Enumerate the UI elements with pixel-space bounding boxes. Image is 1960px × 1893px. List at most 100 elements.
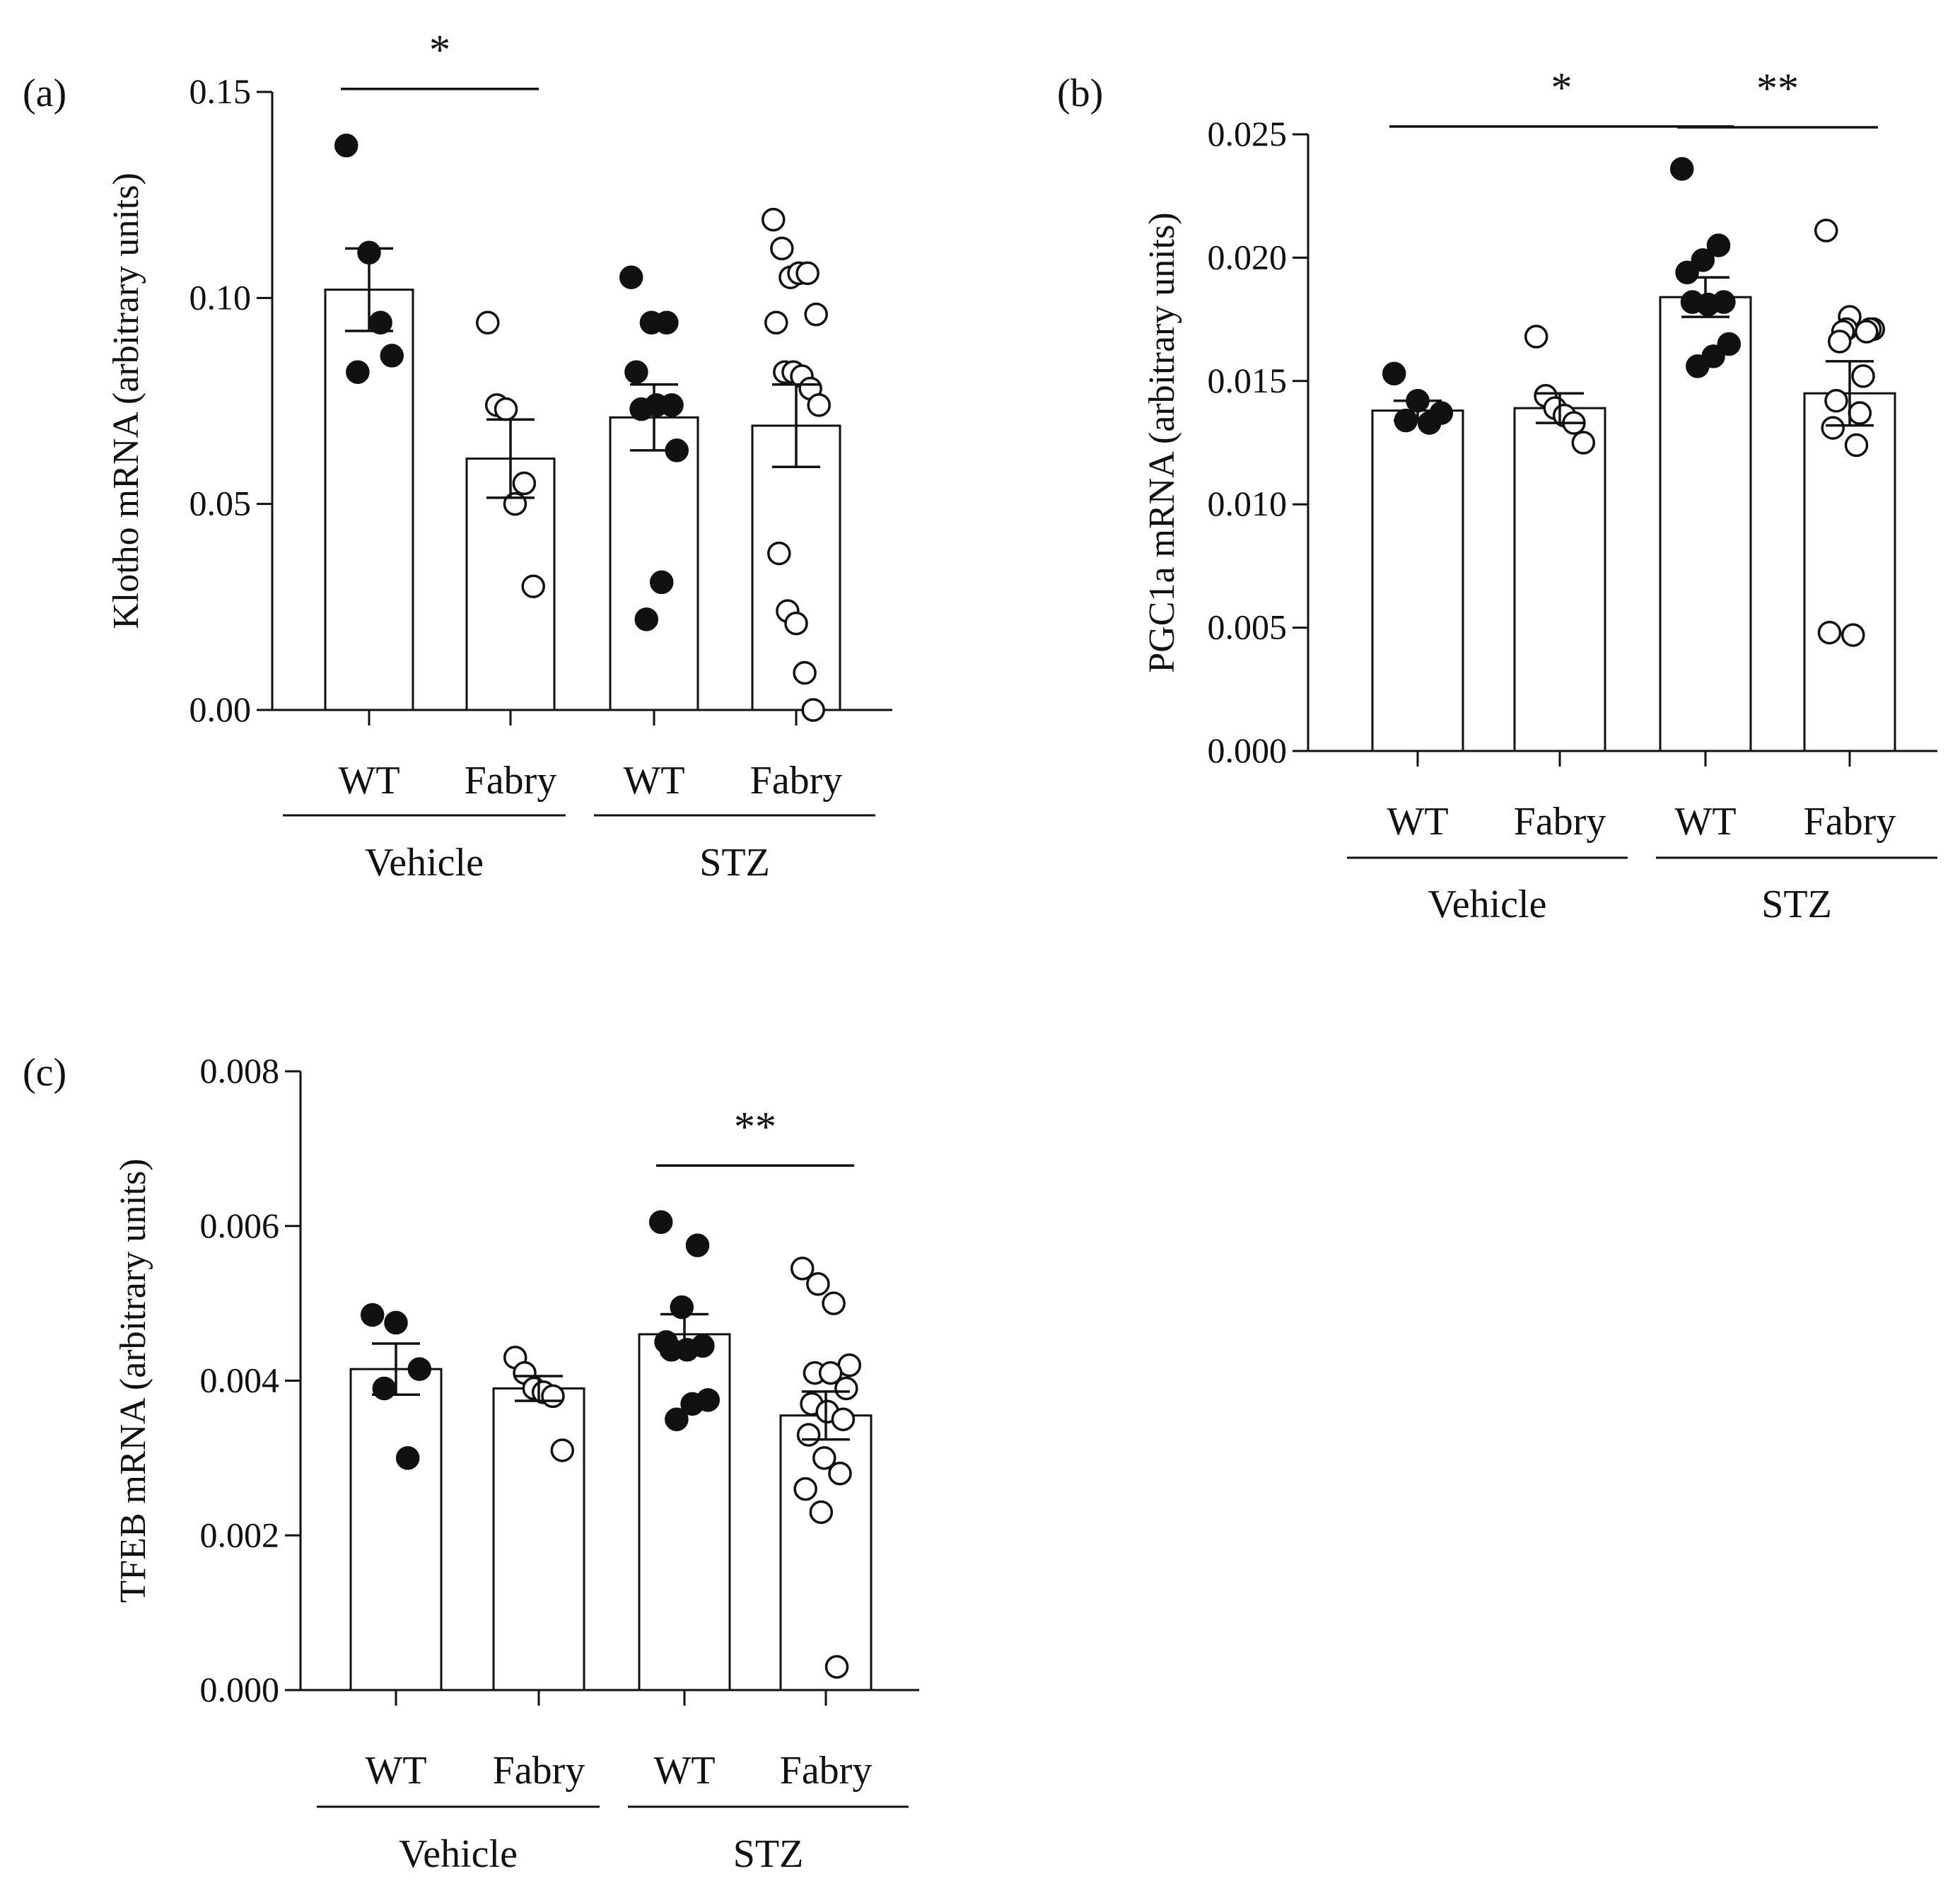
bar (609, 416, 699, 711)
y-tick-label: 0.020 (1208, 237, 1288, 276)
x-category-label: WT (623, 759, 684, 803)
y-tick-label: 0.004 (200, 1361, 280, 1400)
data-point-open (807, 393, 831, 417)
data-point-open (1824, 388, 1848, 413)
data-point-filled (407, 1357, 432, 1381)
data-point-filled (665, 1407, 689, 1431)
data-point-open (762, 207, 786, 232)
y-tick-label: 0.010 (1208, 484, 1288, 523)
x-category-label: Fabry (493, 1749, 585, 1793)
data-point-open (1814, 219, 1838, 243)
group-label: STZ (733, 1832, 804, 1876)
x-category-label: Fabry (780, 1749, 873, 1793)
data-point-open (790, 1257, 815, 1281)
data-point-open (831, 1407, 856, 1431)
y-tick-label: 0.000 (1208, 730, 1288, 770)
data-point-open (796, 1423, 821, 1447)
x-category-label: WT (653, 1749, 715, 1793)
bar (349, 1368, 443, 1691)
bar (1513, 407, 1606, 752)
data-point-filled (634, 607, 659, 631)
significance-marker: * (1551, 64, 1573, 111)
significance-marker: ** (1756, 65, 1799, 112)
data-point-filled (619, 265, 643, 289)
data-point-open (793, 1476, 817, 1501)
data-point-open (784, 611, 808, 636)
bar (751, 424, 841, 711)
x-category-label: Fabry (1514, 800, 1606, 844)
data-point-filled (1686, 354, 1710, 378)
data-point-filled (1691, 248, 1715, 272)
x-category-label: WT (1674, 800, 1736, 844)
group-label: STZ (1761, 883, 1832, 926)
data-point-open (1848, 401, 1872, 425)
x-category-label: Fabry (465, 759, 557, 803)
y-tick-label: 0.10 (189, 277, 252, 317)
x-category-label: Fabry (1804, 800, 1896, 844)
data-point-filled (680, 1392, 704, 1416)
y-tick-label: 0.006 (200, 1206, 280, 1245)
data-point-open (1844, 433, 1869, 458)
data-point-open (503, 491, 527, 516)
panel-letter: (a) (23, 71, 66, 115)
data-point-open (767, 541, 791, 566)
y-axis-label: TFEB mRNA (arbitrary units) (113, 1158, 153, 1602)
data-point-filled (1382, 361, 1406, 386)
data-point-filled (334, 133, 358, 158)
panel-letter: (c) (23, 1051, 66, 1095)
data-point-filled (1717, 332, 1742, 356)
data-point-filled (629, 397, 653, 421)
y-tick-label: 0.002 (200, 1515, 280, 1554)
y-tick-label: 0.008 (200, 1051, 280, 1090)
bar (1371, 409, 1464, 752)
data-point-open (822, 1291, 846, 1315)
data-point-open (801, 698, 825, 722)
data-point-filled (384, 1310, 408, 1335)
y-axis-label: Klotho mRNA (arbitrary units) (106, 173, 146, 629)
data-point-filled (659, 1338, 684, 1362)
data-point-open (795, 261, 819, 286)
data-point-open (494, 397, 518, 421)
data-point-open (512, 471, 537, 496)
chart-panel-b: (b) 0.000 0.005 0.010 0.015 0.020 0.025 PGC1a m… (1057, 64, 1937, 926)
data-point-open (541, 1384, 565, 1409)
data-point-open (1571, 431, 1596, 455)
data-point-open (804, 302, 828, 327)
y-tick-label: 0.00 (189, 689, 252, 729)
y-tick-label: 0.15 (189, 71, 252, 111)
data-point-open (818, 1361, 843, 1385)
data-point-filled (380, 344, 404, 368)
data-point-open (1817, 620, 1842, 645)
data-point-filled (1669, 157, 1694, 181)
y-tick-label: 0.05 (189, 484, 252, 523)
data-point-open (812, 1446, 836, 1470)
x-category-label: WT (365, 1749, 426, 1793)
x-category-label: WT (1387, 800, 1448, 844)
data-point-open (1851, 364, 1875, 388)
y-axis-label: PGC1a mRNA (arbitrary units) (1142, 212, 1182, 672)
y-tick-label: 0.005 (1208, 607, 1288, 647)
chart-panel-c: (c) 0.000 0.002 0.004 0.006 0.008 TFEB mRNA (a… (23, 1051, 919, 1876)
data-point-filled (685, 1233, 710, 1257)
panel-letter: (b) (1057, 71, 1103, 115)
data-point-open (824, 1655, 849, 1679)
data-point-filled (649, 570, 674, 595)
data-point-open (793, 660, 817, 685)
data-point-open (1524, 325, 1548, 349)
data-point-open (1821, 416, 1845, 440)
data-point-open (770, 236, 794, 261)
data-point-open (828, 1462, 852, 1486)
y-tick-label: 0.025 (1208, 114, 1288, 153)
data-point-filled (1680, 290, 1705, 314)
group-label: STZ (699, 841, 770, 885)
data-point-filled (346, 360, 370, 384)
y-tick-label: 0.000 (200, 1670, 280, 1709)
significance-marker: ** (734, 1103, 776, 1150)
x-category-label: Fabry (750, 759, 843, 803)
data-point-open (764, 310, 788, 335)
group-label: Vehicle (365, 841, 484, 885)
significance-marker: * (429, 27, 450, 74)
chart-panel-a: (a) 0.00 0.05 0.10 0.15 Klotho mRNA (arbitrar… (23, 27, 892, 885)
data-point-open (809, 1500, 834, 1525)
